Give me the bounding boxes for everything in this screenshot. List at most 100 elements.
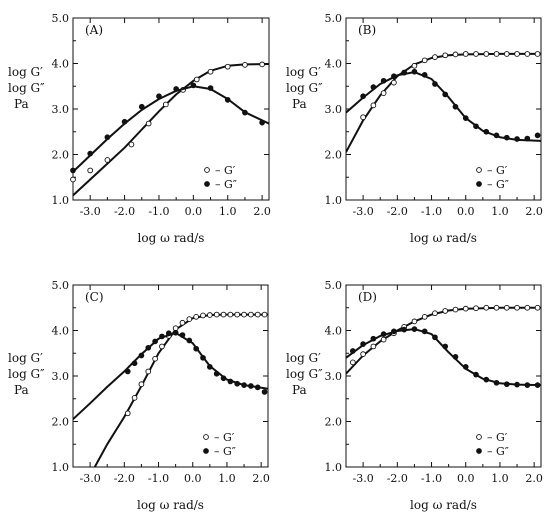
g-double-prime-point: [503, 381, 510, 388]
panel-label: (A): [85, 23, 103, 37]
g-prime-point: [152, 355, 158, 362]
g-double-prime-point: [370, 84, 377, 91]
g-prime-point: [534, 304, 541, 311]
x-tick-label: 0.0: [184, 472, 202, 485]
g-prime-point: [370, 343, 377, 350]
panel-label: (C): [85, 290, 104, 304]
x-tick-label: -3.0: [80, 205, 101, 218]
g-prime-point: [380, 90, 387, 96]
x-tick-label: 1.0: [491, 472, 509, 485]
g-double-prime-point: [165, 330, 172, 337]
g-double-prime-point: [452, 103, 459, 110]
g-double-prime-point: [493, 132, 500, 139]
g-double-prime-point: [421, 72, 428, 78]
legend-marker: [476, 448, 482, 454]
g-double-prime-point: [360, 341, 366, 348]
panel-label: (B): [358, 23, 376, 37]
g-prime-point: [128, 141, 135, 148]
y-tick-label: 2.0: [325, 416, 343, 429]
y-tick-label: 1.0: [325, 194, 343, 207]
y-tick-label: 3.0: [325, 103, 343, 116]
g-prime-point: [370, 102, 377, 109]
x-tick-label: -1.0: [421, 205, 442, 218]
y-axis-label: log G′: [8, 65, 43, 79]
g-prime-point: [462, 305, 469, 312]
g-double-prime-point: [172, 329, 179, 336]
g-prime-point: [503, 304, 510, 311]
chart-panel: -3.0 -2.0 -1.0 0.0 1.0 2.0 1.0 2.0 3.0 4.0 5.0 (A) l…: [8, 12, 271, 245]
g-prime-point: [200, 312, 206, 319]
g-prime-point: [524, 304, 531, 311]
legend-entry: – G′: [214, 431, 235, 444]
x-tick-label: 0.0: [185, 205, 203, 218]
g-prime-point: [411, 318, 418, 325]
y-tick-label: 5.0: [52, 12, 70, 25]
g-double-prime-point: [534, 382, 541, 388]
g-double-prime-point: [159, 333, 165, 340]
g-double-prime-point: [152, 338, 158, 345]
g-prime-point: [442, 308, 449, 314]
g-prime-point: [207, 68, 214, 75]
y-axis-label: Pa: [14, 383, 29, 397]
g-double-prime-point: [534, 132, 541, 139]
g-prime-point: [462, 51, 469, 57]
x-tick-label: -3.0: [352, 472, 373, 485]
g-prime-point: [503, 51, 510, 57]
g-prime-point: [261, 311, 268, 318]
g-prime-point: [483, 304, 490, 311]
y-axis-label: log G′: [286, 351, 321, 365]
g-double-prime-point: [248, 383, 254, 389]
g-prime-point: [179, 319, 186, 326]
g-double-prime-point: [514, 136, 520, 142]
g-prime-point: [87, 167, 94, 174]
g-double-prime-point: [370, 335, 377, 342]
g-prime-point: [172, 325, 179, 332]
g-double-prime-point: [138, 103, 145, 110]
g-double-prime-point: [391, 73, 397, 80]
x-tick-label: -2.0: [387, 205, 408, 218]
g-prime-point: [124, 410, 131, 417]
g-double-prime-point: [179, 332, 186, 338]
g-prime-point: [220, 311, 227, 318]
y-tick-label: 5.0: [52, 279, 70, 292]
g-prime-point: [432, 310, 438, 317]
g-prime-fit-line: [346, 52, 541, 153]
x-tick-label: -1.0: [148, 472, 169, 485]
g-prime-point: [391, 79, 397, 86]
x-tick-label: 1.0: [219, 205, 237, 218]
g-prime-point: [224, 63, 231, 70]
g-prime-point: [493, 51, 500, 57]
g-prime-point: [259, 61, 265, 68]
g-prime-point: [193, 314, 200, 320]
y-axis-label: Pa: [14, 97, 29, 111]
legend-entry: – G′: [215, 164, 236, 177]
g-double-prime-point: [411, 326, 418, 332]
g-prime-point: [421, 57, 428, 64]
y-tick-label: 3.0: [325, 370, 343, 383]
x-tick-label: 2.0: [253, 205, 271, 218]
g-prime-point: [432, 54, 438, 60]
g-double-prime-point: [104, 134, 111, 141]
x-axis-label: log ω rad/s: [138, 231, 205, 245]
y-tick-label: 2.0: [52, 149, 70, 162]
x-tick-label: 2.0: [252, 472, 270, 485]
x-tick-label: 2.0: [525, 205, 543, 218]
y-axis-label: log G″: [8, 81, 45, 95]
g-prime-point: [534, 51, 541, 57]
y-axis-label: log G′: [286, 65, 321, 79]
g-prime-point: [248, 311, 254, 318]
y-axis-label: log G′: [8, 351, 43, 365]
g-prime-point: [360, 114, 366, 121]
y-axis-label: Pa: [292, 97, 307, 111]
g-double-prime-point: [207, 85, 214, 91]
g-double-prime-point: [349, 348, 356, 354]
g-double-prime-point: [380, 331, 387, 337]
legend-entry: – G″: [214, 445, 236, 458]
g-prime-point: [234, 311, 241, 318]
legend-entry: – G″: [487, 178, 509, 191]
g-prime-point: [473, 305, 479, 312]
g-prime-point: [70, 176, 76, 183]
y-tick-label: 4.0: [52, 58, 70, 71]
g-double-prime-point: [241, 382, 247, 388]
g-double-prime-point: [173, 86, 180, 92]
